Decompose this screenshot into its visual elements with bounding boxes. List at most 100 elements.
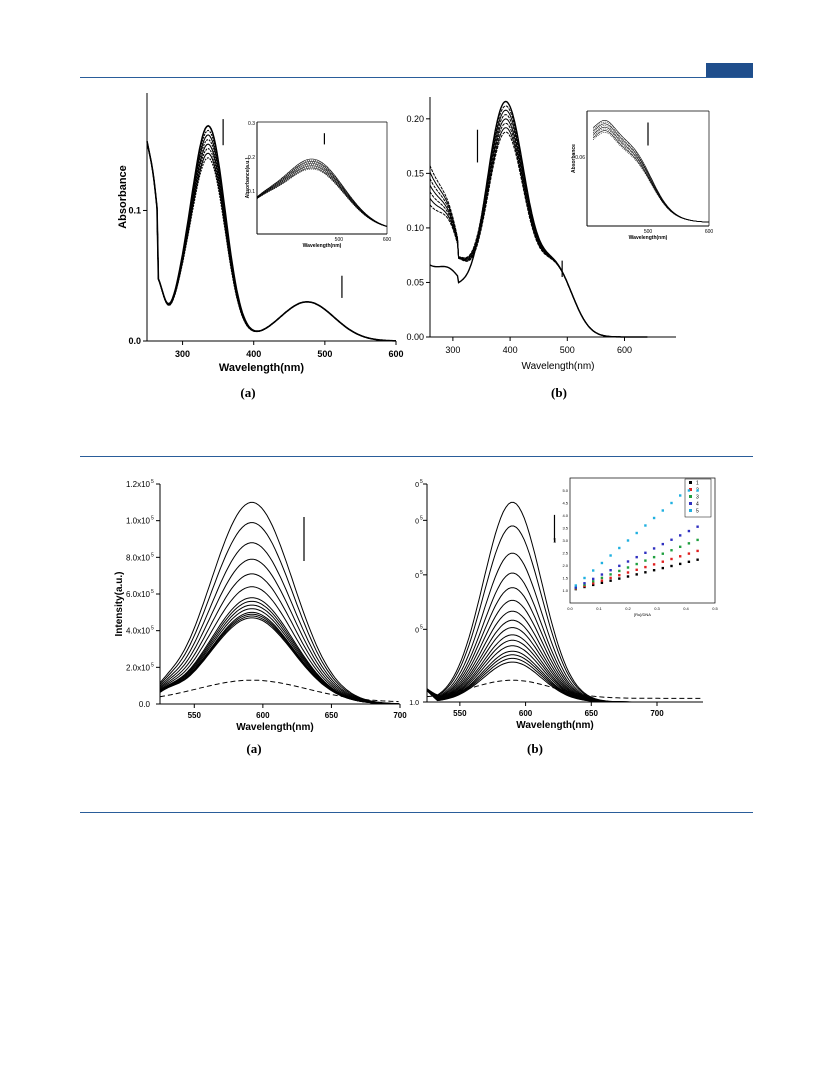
inset-point xyxy=(670,501,673,505)
x-axis-label: Wavelength(nm) xyxy=(522,361,595,372)
curve xyxy=(159,573,399,705)
caption-top-b: (b) xyxy=(551,385,567,400)
y-tick-label: 0.00 xyxy=(406,332,424,342)
y-axis-label: Intensity(a.u.) xyxy=(114,571,125,636)
y-tick-exponent: 5 xyxy=(151,552,154,558)
curve xyxy=(146,134,396,342)
section-rule-2 xyxy=(80,812,753,813)
inset-point xyxy=(635,568,638,571)
inset-x-tick-label: 600 xyxy=(383,237,392,243)
inset-curve xyxy=(256,167,388,227)
x-tick-label: 300 xyxy=(445,345,460,355)
curve xyxy=(146,129,396,342)
legend-marker xyxy=(689,495,692,498)
x-axis-label: Wavelength(nm) xyxy=(516,720,593,731)
x-tick-label: 650 xyxy=(325,711,339,720)
inset-point xyxy=(618,546,621,550)
legend-marker xyxy=(689,481,692,484)
inset-x-tick-label: 0.2 xyxy=(625,606,631,611)
inset-point xyxy=(635,562,638,566)
inset-point xyxy=(661,542,664,546)
y-tick-label: 0.1 xyxy=(128,205,141,215)
inset-y-tick-label: 1.5 xyxy=(562,576,568,581)
legend-box xyxy=(684,478,712,518)
inset-point xyxy=(574,584,577,587)
x-tick-label: 600 xyxy=(617,345,632,355)
chart-uv-b: 300 400 500 600 0.00 0.05 0.10 0.15 0.20 Waveleng… xyxy=(406,97,713,372)
inset-point xyxy=(609,576,612,580)
legend-label: 3 xyxy=(696,495,699,501)
inset-curve xyxy=(592,132,710,223)
inset-point xyxy=(609,573,612,576)
inset-point xyxy=(652,569,656,572)
inset-point xyxy=(635,573,638,576)
x-tick-label: 650 xyxy=(585,709,599,718)
inset-point xyxy=(679,545,682,548)
y-tick-exponent: 5 xyxy=(420,515,423,521)
inset-point xyxy=(600,573,604,576)
inset-point xyxy=(687,560,691,563)
y-tick-label: 0.10 xyxy=(406,223,424,233)
inset-curve xyxy=(256,163,388,227)
curve xyxy=(159,501,399,705)
inset-curve xyxy=(256,162,388,227)
inset-x-tick-label: 500 xyxy=(335,237,344,243)
inset-y-tick-label: 0.06 xyxy=(575,155,585,161)
inset-point xyxy=(652,516,656,520)
inset-point xyxy=(626,560,630,563)
inset-frame xyxy=(569,477,716,604)
inset-point xyxy=(618,564,621,568)
dashed-curve xyxy=(426,679,703,699)
x-tick-label: 700 xyxy=(650,709,664,718)
inset-point xyxy=(626,539,630,542)
inset-point xyxy=(609,554,612,557)
inset-point xyxy=(626,566,630,569)
inset-point xyxy=(592,580,595,583)
inset-x-label: [Ru]/DNA xyxy=(634,612,651,617)
inset-y-label: Absorbance xyxy=(571,144,577,173)
inset-point xyxy=(635,531,638,535)
y-tick-exponent: 5 xyxy=(151,479,154,485)
inset-y-tick-label: 0.2 xyxy=(248,155,255,161)
y-tick-label: 0.0 xyxy=(139,700,151,709)
inset-y-tick-label: 1.0 xyxy=(562,588,568,593)
inset-point xyxy=(592,582,595,585)
x-tick-label: 500 xyxy=(317,349,332,359)
inset-point xyxy=(652,547,656,550)
inset-point xyxy=(696,489,699,492)
inset-point xyxy=(696,549,699,553)
curve xyxy=(159,617,399,705)
legend-label: 4 xyxy=(696,502,699,508)
inset-point xyxy=(583,576,586,580)
x-tick-label: 700 xyxy=(393,711,407,720)
inset-point xyxy=(626,571,630,574)
inset-curve xyxy=(592,125,709,223)
caption-top-a: (a) xyxy=(240,385,256,400)
inset-point xyxy=(618,569,621,573)
inset-point xyxy=(600,579,604,582)
inset-curve xyxy=(256,161,388,227)
x-tick-label: 400 xyxy=(246,349,261,359)
inset-point xyxy=(696,525,699,528)
inset-point xyxy=(687,489,691,492)
inset-point xyxy=(670,557,673,561)
caption-bot-a: (a) xyxy=(246,741,262,756)
inset-y-tick-label: 3.0 xyxy=(562,538,568,543)
inset-point xyxy=(661,560,664,563)
y-tick-label: 0 xyxy=(415,627,419,634)
inset-point xyxy=(592,583,595,587)
inset-x-tick-label: 0.0 xyxy=(567,606,573,611)
curve xyxy=(429,118,648,338)
inset-point xyxy=(592,569,595,572)
x-tick-label: 550 xyxy=(453,709,467,718)
y-tick-label: 2.0x10 xyxy=(126,663,151,672)
inset-x-tick-label: 0.1 xyxy=(596,606,602,611)
curve xyxy=(429,122,648,338)
inset-curve xyxy=(256,165,388,227)
curve xyxy=(146,124,396,342)
curve xyxy=(429,131,648,338)
inset-curve xyxy=(592,130,709,223)
inset-curve xyxy=(592,121,709,223)
legend-label: 1 xyxy=(696,481,699,487)
